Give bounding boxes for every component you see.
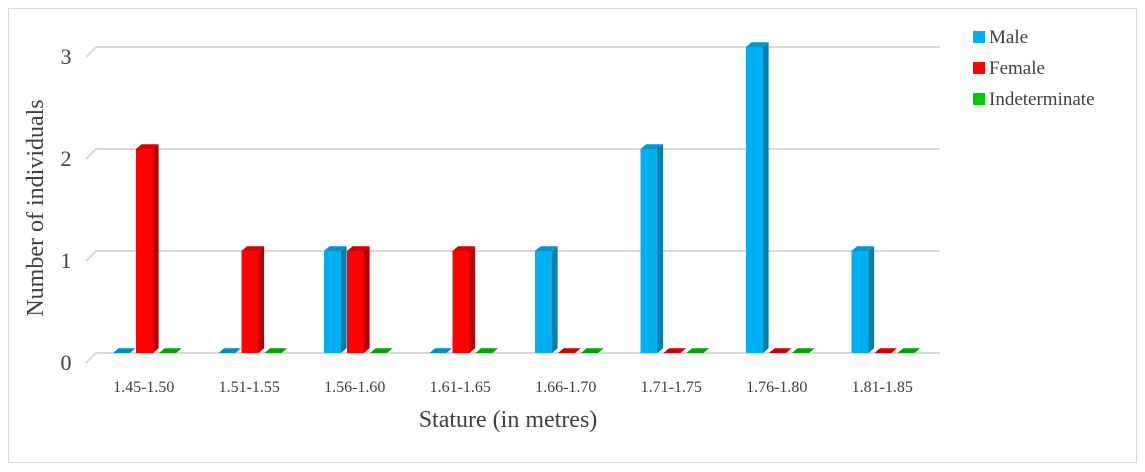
bar-male bbox=[746, 42, 769, 353]
bar-female bbox=[136, 144, 159, 353]
y-tick-label: 3 bbox=[61, 44, 72, 69]
bar-female bbox=[558, 348, 581, 353]
bar-indeterminate bbox=[370, 348, 393, 353]
bar-male bbox=[324, 246, 347, 353]
legend-swatch bbox=[973, 31, 985, 43]
x-axis-title: Stature (in metres) bbox=[419, 407, 598, 433]
gridline bbox=[85, 148, 940, 160]
legend-label: Female bbox=[989, 58, 1045, 79]
legend-label: Male bbox=[989, 27, 1028, 48]
x-tick-label: 1.56-1.60 bbox=[324, 379, 385, 396]
gridlines bbox=[85, 46, 940, 364]
bar-female bbox=[241, 246, 265, 353]
legend-label: Indeterminate bbox=[989, 89, 1095, 110]
legend: Male Female Indeterminate bbox=[973, 27, 1095, 110]
bar-indeterminate bbox=[581, 348, 604, 353]
bar-male bbox=[113, 348, 136, 353]
legend-item: Female bbox=[973, 58, 1045, 79]
bar-indeterminate bbox=[264, 348, 288, 353]
x-tick-label: 1.51-1.55 bbox=[219, 379, 280, 396]
bar-male bbox=[218, 348, 242, 353]
x-tick-label: 1.81-1.85 bbox=[852, 379, 913, 396]
legend-item: Male bbox=[973, 27, 1028, 48]
bar-female bbox=[452, 246, 476, 353]
bar-male bbox=[851, 246, 875, 353]
bar-indeterminate bbox=[897, 348, 921, 353]
bar-male bbox=[535, 246, 558, 353]
bar-indeterminate bbox=[159, 348, 182, 353]
x-tick-label: 1.71-1.75 bbox=[641, 379, 702, 396]
x-tick-labels: 1.45-1.50 1.51-1.55 1.56-1.60 1.61-1.65 1.66… bbox=[113, 379, 913, 396]
y-tick-labels: 0 1 2 3 bbox=[61, 44, 72, 375]
x-tick-label: 1.66-1.70 bbox=[535, 379, 596, 396]
bar-indeterminate bbox=[792, 348, 815, 353]
bar-indeterminate bbox=[686, 348, 710, 353]
bar-male bbox=[429, 348, 453, 353]
bars bbox=[113, 42, 921, 353]
legend-item: Indeterminate bbox=[973, 89, 1095, 110]
y-tick-label: 2 bbox=[61, 146, 72, 171]
bar-female bbox=[874, 348, 898, 353]
legend-swatch bbox=[973, 62, 985, 74]
gridline bbox=[85, 46, 940, 58]
bar-female bbox=[663, 348, 687, 353]
y-tick-label: 1 bbox=[61, 248, 72, 273]
y-axis-title: Number of individuals bbox=[23, 99, 49, 316]
x-tick-label: 1.76-1.80 bbox=[746, 379, 807, 396]
y-tick-label: 0 bbox=[61, 350, 72, 375]
chart-frame bbox=[8, 8, 1137, 463]
x-tick-label: 1.45-1.50 bbox=[113, 379, 174, 396]
bar-male bbox=[640, 144, 664, 353]
bar-female bbox=[347, 246, 370, 353]
gridline bbox=[85, 250, 940, 262]
x-tick-label: 1.61-1.65 bbox=[430, 379, 491, 396]
bar-female bbox=[769, 348, 792, 353]
bar-indeterminate bbox=[475, 348, 499, 353]
gridline bbox=[85, 352, 940, 364]
legend-swatch bbox=[973, 93, 985, 105]
